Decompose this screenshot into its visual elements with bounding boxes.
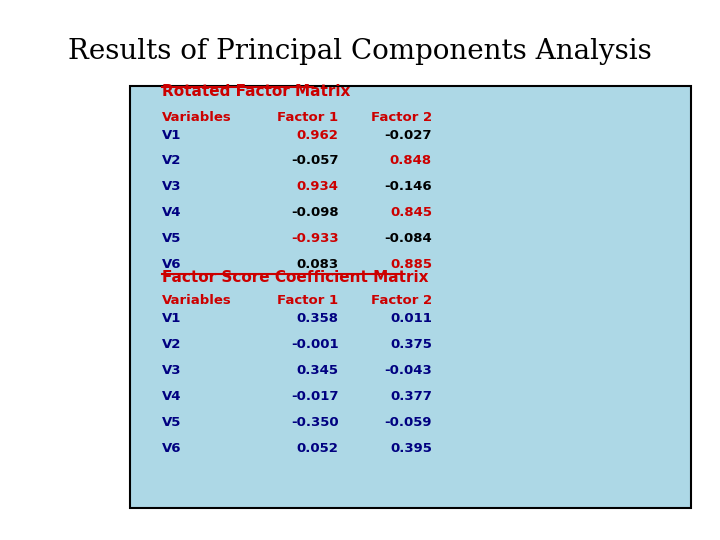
Text: -0.057: -0.057 (291, 154, 338, 167)
Text: V6: V6 (162, 258, 181, 271)
Text: -0.933: -0.933 (291, 232, 338, 245)
Text: V3: V3 (162, 180, 181, 193)
Text: V3: V3 (162, 364, 181, 377)
Text: 0.375: 0.375 (390, 338, 432, 351)
Text: V1: V1 (162, 312, 181, 325)
Text: 0.885: 0.885 (390, 258, 432, 271)
Text: Variables: Variables (162, 111, 232, 124)
Text: V6: V6 (162, 442, 181, 455)
Text: Factor 2: Factor 2 (371, 294, 432, 307)
Text: -0.001: -0.001 (291, 338, 338, 351)
Text: V1: V1 (162, 129, 181, 141)
Text: -0.098: -0.098 (291, 206, 338, 219)
Text: 0.011: 0.011 (390, 312, 432, 325)
Text: 0.845: 0.845 (390, 206, 432, 219)
Text: -0.043: -0.043 (384, 364, 432, 377)
Text: 0.052: 0.052 (297, 442, 338, 455)
Text: 0.345: 0.345 (297, 364, 338, 377)
Text: V4: V4 (162, 390, 181, 403)
Text: -0.059: -0.059 (384, 416, 432, 429)
Text: 0.934: 0.934 (297, 180, 338, 193)
Text: Rotated Factor Matrix: Rotated Factor Matrix (162, 84, 351, 99)
Text: Factor 1: Factor 1 (277, 294, 338, 307)
Text: Factor 2: Factor 2 (371, 111, 432, 124)
Text: -0.350: -0.350 (291, 416, 338, 429)
Text: -0.027: -0.027 (384, 129, 432, 141)
Text: V2: V2 (162, 338, 181, 351)
Text: 0.377: 0.377 (390, 390, 432, 403)
Text: Variables: Variables (162, 294, 232, 307)
Text: Results of Principal Components Analysis: Results of Principal Components Analysis (68, 38, 652, 65)
Text: -0.084: -0.084 (384, 232, 432, 245)
Text: V4: V4 (162, 206, 181, 219)
Text: 0.848: 0.848 (390, 154, 432, 167)
Text: -0.017: -0.017 (291, 390, 338, 403)
Text: 0.358: 0.358 (297, 312, 338, 325)
Text: 0.395: 0.395 (390, 442, 432, 455)
Text: V5: V5 (162, 232, 181, 245)
Text: Factor 1: Factor 1 (277, 111, 338, 124)
Text: 0.083: 0.083 (296, 258, 338, 271)
Text: V5: V5 (162, 416, 181, 429)
Text: V2: V2 (162, 154, 181, 167)
Text: -0.146: -0.146 (384, 180, 432, 193)
Text: Factor Score Coefficient Matrix: Factor Score Coefficient Matrix (162, 270, 428, 285)
Text: 0.962: 0.962 (297, 129, 338, 141)
